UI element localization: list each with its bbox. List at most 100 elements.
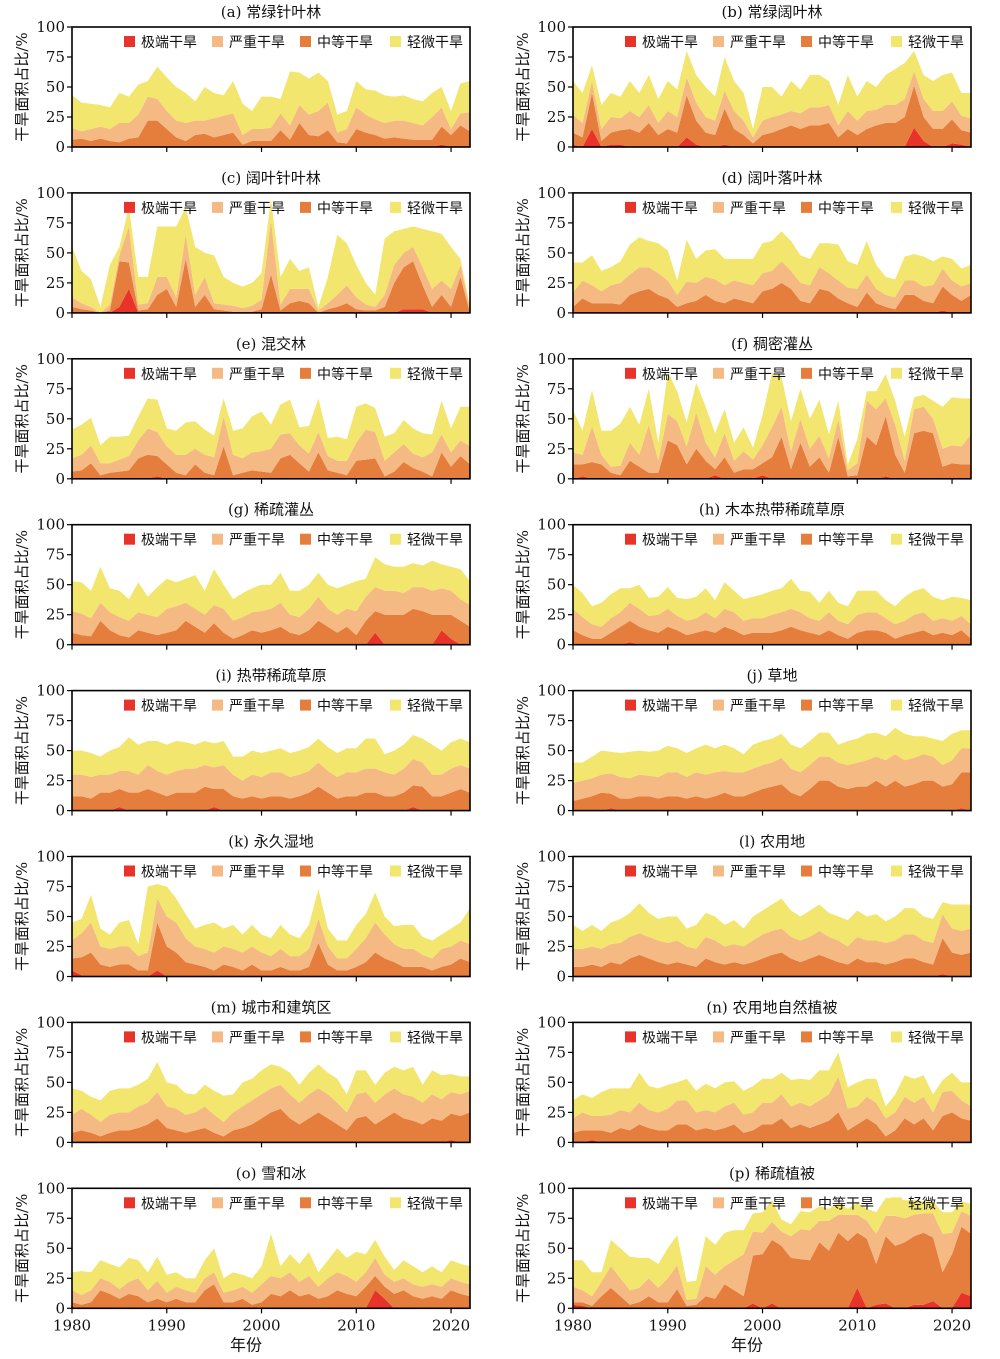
legend-label-extreme: 极端干旱 [642,865,698,881]
y-axis-label: 干旱面积占比/% [13,198,31,307]
y-tick-label: 75 [46,380,65,398]
legend-label-moderate: 中等干旱 [818,200,874,217]
legend-swatch-moderate [300,1031,311,1043]
y-tick-label: 0 [55,802,65,820]
legend-label-extreme: 极端干旱 [642,201,698,217]
area-severe [72,1084,470,1137]
y-tick-label: 75 [46,48,65,66]
panel-title: (b) 常绿阔叶林 [721,3,822,21]
y-axis-label: 干旱面积占比/% [13,1194,31,1303]
area-moderate [573,1226,971,1309]
y-tick-label: 100 [537,1179,566,1197]
panel-c: (c) 阔叶针叶林 0 25 50 75 100 干旱面积占比/% 极端干旱 严重干旱 中等干旱 轻… [13,169,471,322]
legend-label-severe: 严重干旱 [229,35,285,51]
area-moderate [72,258,470,313]
legend-label-moderate: 中等干旱 [317,34,373,51]
y-tick-label: 75 [46,546,65,564]
y-tick-label: 0 [55,968,65,986]
y-tick-label: 75 [547,380,566,398]
y-axis-label: 干旱面积占比/% [514,696,532,805]
legend-label-severe: 严重干旱 [229,201,285,217]
area-moderate [72,1108,470,1143]
legend-swatch-extreme [124,865,135,877]
y-tick-label: 0 [55,1133,65,1151]
area-severe [573,1076,971,1137]
legend-label-extreme: 极端干旱 [141,35,197,51]
x-tick-label: 2000 [743,1316,781,1334]
legend-label-mild: 轻微干旱 [407,533,463,549]
x-tick-label: 2020 [432,1316,470,1334]
legend-swatch-moderate [801,201,812,213]
y-tick-label: 25 [46,1103,65,1121]
legend-label-moderate: 中等干旱 [317,200,373,217]
area-severe [72,1257,470,1305]
legend-label-moderate: 中等干旱 [317,366,373,383]
y-axis-label: 干旱面积占比/% [514,32,532,141]
legend-label-severe: 严重干旱 [229,367,285,383]
panel-b: (b) 常绿阔叶林 0 25 50 75 100 干旱面积占比/% 极端干旱 严重干旱 中等干旱 轻… [514,3,972,156]
y-tick-label: 25 [46,938,65,956]
legend-label-moderate: 中等干旱 [317,1029,373,1046]
legend-label-extreme: 极端干旱 [141,367,197,383]
y-tick-label: 25 [547,108,566,126]
area-severe [573,748,971,801]
y-tick-label: 50 [547,1073,566,1091]
legend-swatch-severe [713,533,724,545]
area-extreme [72,1290,470,1309]
y-tick-label: 50 [547,78,566,96]
area-extreme [573,127,971,147]
panel-title: (h) 木本热带稀疏草原 [699,501,845,519]
y-tick-label: 25 [547,1103,566,1121]
panel-title: (f) 稠密灌丛 [731,335,813,353]
legend-swatch-moderate [801,1031,812,1043]
legend-swatch-mild [891,533,902,545]
legend-swatch-severe [713,36,724,47]
panel-title: (m) 城市和建筑区 [211,998,332,1016]
legend-swatch-severe [212,367,223,379]
legend-swatch-severe [212,533,223,545]
legend-swatch-mild [390,533,401,545]
legend-swatch-mild [390,699,401,711]
area-severe [573,1211,971,1306]
panel-title: (c) 阔叶针叶林 [221,169,321,187]
area-mild [72,1233,470,1296]
area-severe [573,261,971,310]
y-tick-label: 75 [46,712,65,730]
y-tick-label: 75 [547,48,566,66]
panel-title: (d) 阔叶落叶林 [721,169,822,187]
y-tick-label: 75 [46,1209,65,1227]
area-severe [72,759,470,799]
legend-label-moderate: 中等干旱 [818,1195,874,1212]
panel-g: (g) 稀疏灌丛 0 25 50 75 100 干旱面积占比/% 极端干旱 严重干旱 中等干旱 轻微… [13,501,471,654]
legend-label-mild: 轻微干旱 [908,35,964,51]
legend-label-moderate: 中等干旱 [317,532,373,549]
y-tick-label: 100 [36,18,65,36]
y-axis-label: 干旱面积占比/% [514,1028,532,1137]
panel-i: (i) 热带稀疏草原 0 25 50 75 100 干旱面积占比/% 极端干旱 严重干旱 中等干旱… [13,667,471,820]
panel-d: (d) 阔叶落叶林 0 25 50 75 100 干旱面积占比/% 极端干旱 严重干旱 中等干旱 轻… [514,169,972,322]
legend-label-extreme: 极端干旱 [141,1030,197,1046]
area-moderate [573,1112,971,1143]
y-tick-label: 100 [537,848,566,866]
y-tick-label: 25 [46,274,65,292]
y-tick-label: 0 [55,636,65,654]
area-moderate [573,85,971,147]
y-tick-label: 100 [537,682,566,700]
legend-swatch-mild [891,699,902,711]
area-severe [72,96,470,145]
panel-title: (j) 草地 [746,667,797,685]
y-tick-label: 100 [36,516,65,534]
area-mild [573,578,971,627]
area-mild [72,66,470,135]
area-moderate [72,922,470,977]
legend-swatch-severe [713,201,724,213]
legend-swatch-extreme [124,201,135,213]
legend-label-moderate: 中等干旱 [317,864,373,881]
legend-swatch-moderate [300,36,311,47]
legend-label-mild: 轻微干旱 [407,367,463,383]
y-tick-label: 0 [556,1299,566,1317]
area-mild [72,398,470,464]
legend-swatch-extreme [625,865,636,877]
legend-swatch-extreme [625,533,636,545]
legend-swatch-moderate [801,699,812,711]
